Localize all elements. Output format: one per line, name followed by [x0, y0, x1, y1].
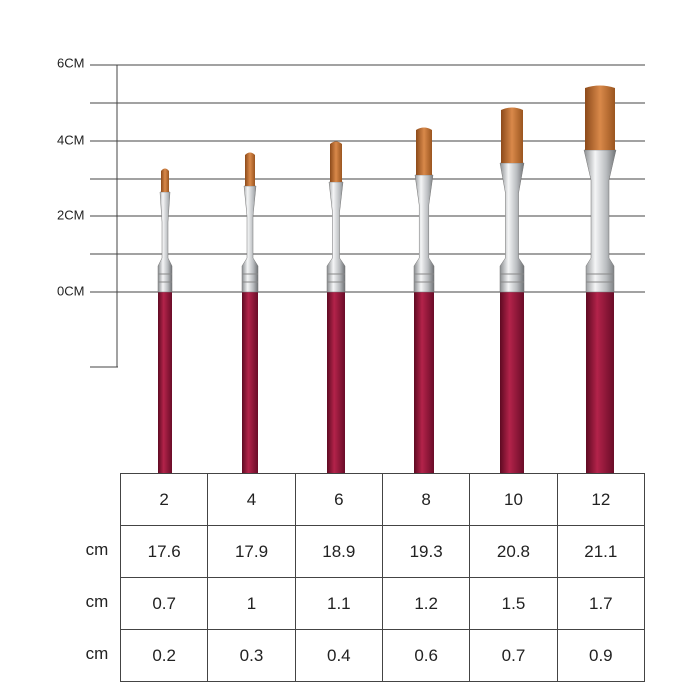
brush-tip: [501, 107, 523, 163]
data-cell: 21.1: [556, 525, 646, 578]
data-cell: 0.2: [119, 629, 209, 682]
data-cell: 1.7: [556, 577, 646, 630]
brush-tip: [161, 168, 169, 192]
ruler-label: 0CM: [57, 283, 84, 298]
row-label: cm: [85, 644, 109, 663]
data-cell: 1.5: [469, 577, 558, 630]
data-row: 17.6 17.9 18.9 19.3 20.8 21.1: [119, 525, 646, 578]
data-cell: 0.9: [556, 629, 646, 682]
brush-handle: [327, 288, 345, 474]
data-row: 0.2 0.3 0.4 0.6 0.7 0.9: [119, 629, 646, 682]
ruler-label: 4CM: [57, 132, 84, 147]
data-cell: 17.9: [207, 525, 296, 578]
row-label: cm: [85, 540, 109, 559]
brush-handle: [242, 288, 258, 474]
ruler-label: 2CM: [57, 207, 84, 222]
ruler-lines: [90, 64, 645, 368]
brush-handle: [414, 288, 434, 474]
header-row: 2 4 6 8 10 12: [119, 473, 646, 526]
brush-tip: [585, 85, 615, 150]
brush-ferrule: [326, 181, 346, 293]
header-cell: 10: [469, 473, 558, 526]
row-label: cm: [85, 592, 109, 611]
brush-ferrule: [583, 149, 617, 293]
data-cell: 1.2: [381, 577, 471, 630]
header-cell: 2: [119, 473, 209, 526]
data-cell: 20.8: [469, 525, 558, 578]
data-cell: 0.7: [119, 577, 209, 630]
data-cell: 0.4: [294, 629, 383, 682]
brush-tip: [330, 141, 342, 182]
header-cell: 4: [207, 473, 296, 526]
data-cell: 1: [207, 577, 296, 630]
brush-ferrule: [499, 162, 525, 293]
data-cell: 0.7: [469, 629, 558, 682]
brush-handle: [158, 288, 172, 474]
size-table: 2 4 6 8 10 12 17.6 17.9 18.9 19.3 20.8 21.1 0.7 1 1.1 1…: [119, 473, 646, 682]
data-cell: 19.3: [381, 525, 471, 578]
brush-handle: [586, 288, 614, 474]
header-cell: 6: [294, 473, 383, 526]
data-cell: 0.6: [381, 629, 471, 682]
data-row: 0.7 1 1.1 1.2 1.5 1.7: [119, 577, 646, 630]
ruler-label: 6CM: [57, 55, 84, 70]
brush-ferrule: [157, 191, 173, 293]
brush-ferrule: [241, 185, 259, 293]
data-cell: 18.9: [294, 525, 383, 578]
header-cell: 8: [381, 473, 471, 526]
header-cell: 12: [556, 473, 646, 526]
data-cell: 17.6: [119, 525, 209, 578]
data-cell: 1.1: [294, 577, 383, 630]
brush-tip: [245, 152, 255, 186]
brush-ferrule: [413, 174, 435, 293]
data-cell: 0.3: [207, 629, 296, 682]
brush-handle: [500, 288, 524, 474]
brush-tip: [416, 127, 432, 175]
